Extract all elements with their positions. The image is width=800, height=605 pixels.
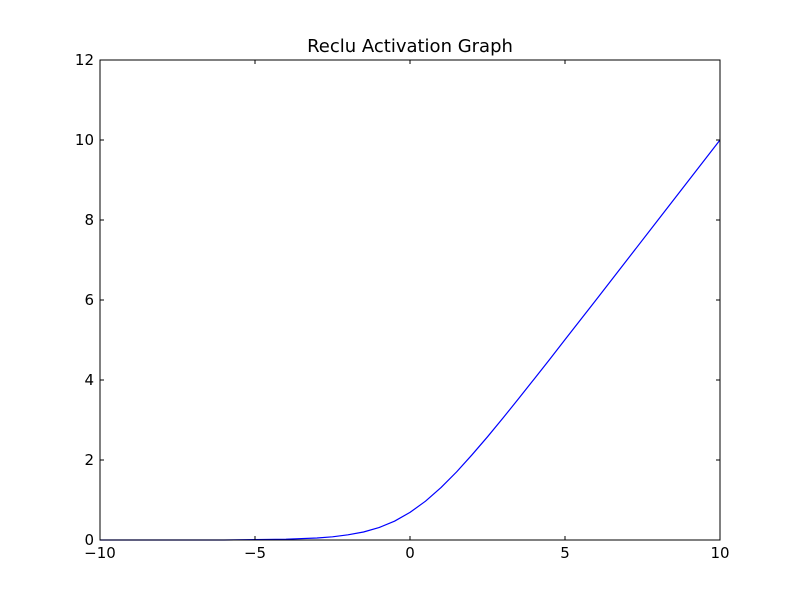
ticks-layer: −10 −5 0 5 10 0 2 4 6 8 10 12: [75, 51, 730, 562]
x-tick-label: 0: [405, 544, 415, 562]
x-tick-label: 5: [560, 544, 570, 562]
plot-frame: [99, 59, 721, 541]
y-tick-label: 12: [75, 51, 94, 69]
y-tick-label: 2: [84, 451, 94, 469]
y-tick-label: 0: [84, 531, 94, 549]
x-tick-label: −5: [244, 544, 266, 562]
series-line-0: [100, 139, 721, 541]
y-tick-label: 10: [75, 131, 94, 149]
x-tick-label: 10: [710, 544, 729, 562]
y-tick-label: 4: [84, 371, 94, 389]
y-tick-label: 8: [84, 211, 94, 229]
series-layer: [100, 139, 721, 541]
chart-title: Reclu Activation Graph: [307, 36, 513, 57]
y-tick-label: 6: [84, 291, 94, 309]
x-tick-label: −10: [84, 544, 116, 562]
